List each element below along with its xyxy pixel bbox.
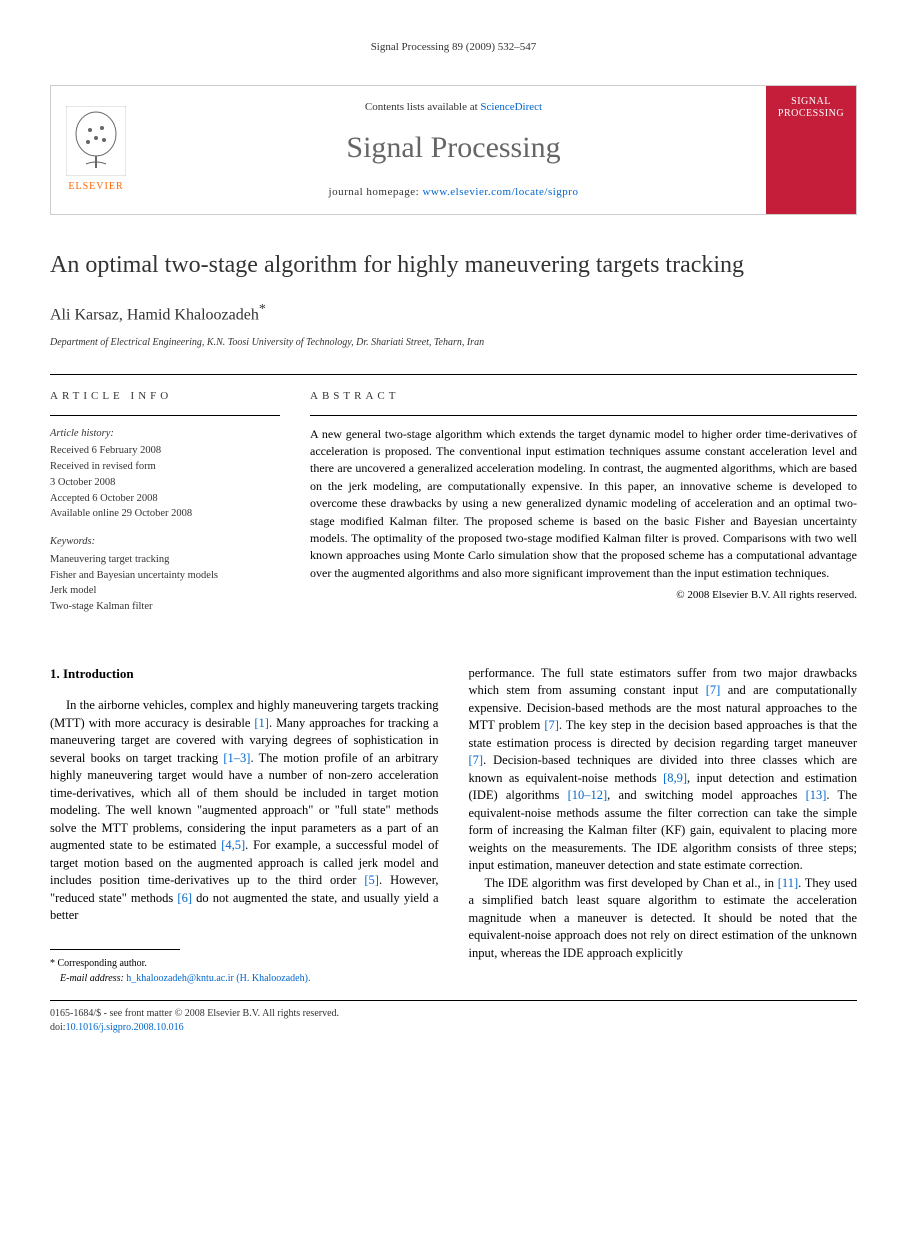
corr-email-line: E-mail address: h_khaloozadeh@kntu.ac.ir…	[50, 971, 439, 986]
homepage-link[interactable]: www.elsevier.com/locate/sigpro	[422, 186, 578, 198]
affiliation: Department of Electrical Engineering, K.…	[50, 336, 857, 350]
running-head: Signal Processing 89 (2009) 532–547	[50, 40, 857, 55]
keyword: Two-stage Kalman filter	[50, 599, 280, 615]
abstract-text: A new general two-stage algorithm which …	[310, 426, 857, 583]
citation-link[interactable]: [5]	[364, 873, 379, 887]
journal-cover-thumb: SIGNAL PROCESSING	[766, 86, 856, 214]
elsevier-tree-icon	[66, 106, 126, 176]
article-history-block: Article history: Received 6 February 200…	[50, 426, 280, 615]
cover-title: SIGNAL PROCESSING	[778, 96, 844, 120]
body-paragraph: In the airborne vehicles, complex and hi…	[50, 697, 439, 925]
email-link[interactable]: h_khaloozadeh@kntu.ac.ir (H. Khaloozadeh…	[126, 973, 310, 984]
journal-header-box: ELSEVIER Contents lists available at Sci…	[50, 85, 857, 215]
contents-available-line: Contents lists available at ScienceDirec…	[365, 100, 542, 115]
issn-line: 0165-1684/$ - see front matter © 2008 El…	[50, 1007, 857, 1021]
citation-link[interactable]: [8,9]	[663, 771, 687, 785]
abstract-head: ABSTRACT	[310, 375, 857, 415]
citation-link[interactable]: [7]	[469, 753, 484, 767]
corresponding-author-footnote: * Corresponding author. E-mail address: …	[50, 956, 439, 986]
keywords-label: Keywords:	[50, 534, 280, 550]
email-label: E-mail address:	[60, 973, 126, 984]
history-line: Received in revised form	[50, 459, 280, 475]
corr-label: * Corresponding author.	[50, 956, 439, 971]
body-paragraph: The IDE algorithm was first developed by…	[469, 875, 858, 963]
body-text: , and switching model approaches	[607, 788, 805, 802]
citation-link[interactable]: [10–12]	[568, 788, 608, 802]
history-line: Accepted 6 October 2008	[50, 491, 280, 507]
body-text: . The motion profile of an arbitrary hig…	[50, 751, 439, 853]
citation-link[interactable]: [13]	[806, 788, 827, 802]
citation-link[interactable]: [7]	[706, 683, 721, 697]
article-title: An optimal two-stage algorithm for highl…	[50, 250, 857, 281]
publisher-logo-block: ELSEVIER	[51, 86, 141, 214]
citation-link[interactable]: [11]	[778, 876, 798, 890]
header-center: Contents lists available at ScienceDirec…	[141, 86, 766, 214]
cover-line-1: SIGNAL	[791, 96, 831, 107]
citation-link[interactable]: [1–3]	[223, 751, 250, 765]
page-footer-bar: 0165-1684/$ - see front matter © 2008 El…	[50, 1000, 857, 1035]
citation-link[interactable]: [4,5]	[221, 838, 245, 852]
homepage-prefix: journal homepage:	[329, 186, 423, 198]
journal-name: Signal Processing	[346, 127, 560, 169]
footnote-separator	[50, 949, 180, 950]
elsevier-label: ELSEVIER	[68, 180, 123, 194]
sciencedirect-link[interactable]: ScienceDirect	[480, 101, 542, 113]
doi-line: doi:10.1016/j.sigpro.2008.10.016	[50, 1021, 857, 1035]
citation-link[interactable]: [7]	[544, 718, 559, 732]
article-info-column: ARTICLE INFO Article history: Received 6…	[50, 375, 280, 615]
journal-homepage-line: journal homepage: www.elsevier.com/locat…	[329, 185, 579, 200]
body-left-column: 1. Introduction In the airborne vehicles…	[50, 665, 439, 986]
abstract-column: ABSTRACT A new general two-stage algorit…	[310, 375, 857, 615]
keyword: Jerk model	[50, 583, 280, 599]
history-line: Received 6 February 2008	[50, 443, 280, 459]
history-line: 3 October 2008	[50, 475, 280, 491]
body-text: The IDE algorithm was first developed by…	[485, 876, 778, 890]
history-line: Available online 29 October 2008	[50, 506, 280, 522]
cover-line-2: PROCESSING	[778, 108, 844, 119]
doi-prefix: doi:	[50, 1022, 66, 1033]
abstract-copyright: © 2008 Elsevier B.V. All rights reserved…	[310, 588, 857, 603]
keyword: Maneuvering target tracking	[50, 552, 280, 568]
info-abstract-row: ARTICLE INFO Article history: Received 6…	[50, 375, 857, 615]
body-right-column: performance. The full state estimators s…	[469, 665, 858, 986]
section-heading-intro: 1. Introduction	[50, 665, 439, 683]
citation-link[interactable]: [1]	[254, 716, 269, 730]
article-info-head: ARTICLE INFO	[50, 375, 280, 415]
author-names: Ali Karsaz, Hamid Khaloozadeh	[50, 306, 259, 323]
doi-link[interactable]: 10.1016/j.sigpro.2008.10.016	[66, 1022, 184, 1033]
keyword: Fisher and Bayesian uncertainty models	[50, 568, 280, 584]
history-label: Article history:	[50, 426, 280, 442]
contents-prefix: Contents lists available at	[365, 101, 480, 113]
body-paragraph: performance. The full state estimators s…	[469, 665, 858, 875]
citation-link[interactable]: [6]	[177, 891, 192, 905]
author-list: Ali Karsaz, Hamid Khaloozadeh*	[50, 300, 857, 327]
body-two-column: 1. Introduction In the airborne vehicles…	[50, 665, 857, 986]
corresponding-mark: *	[259, 302, 266, 317]
